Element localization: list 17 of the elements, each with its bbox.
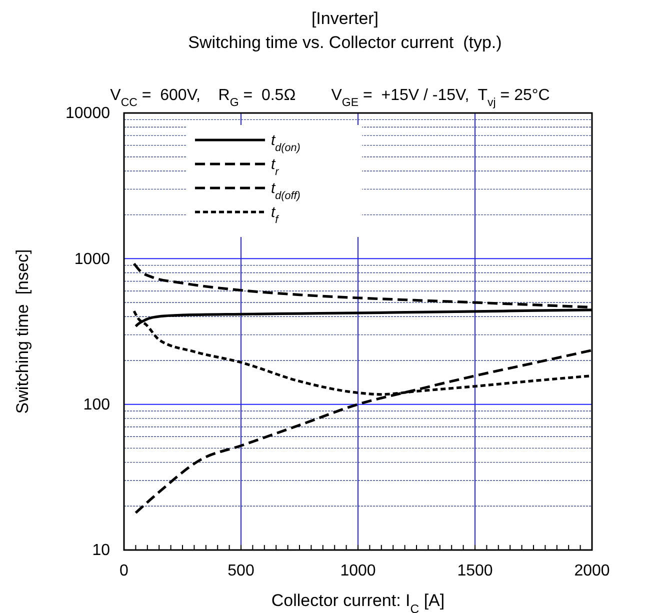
x-axis-title: Collector current: I$_{C}$ [A]: [271, 591, 445, 613]
legend-label: t$_{d(on)}$: [271, 132, 300, 154]
x-tick-label: 1500: [457, 562, 493, 580]
y-tick-label: 100: [83, 396, 110, 414]
x-tick-label: 2000: [574, 562, 610, 580]
y-axis-title: Switching time [nsec]: [13, 249, 32, 414]
chart-title: [Inverter] Switching time vs. Collector current (typ.): [188, 9, 502, 52]
y-tick-label: 10: [92, 542, 110, 560]
x-tick-label: 1000: [340, 562, 376, 580]
x-tick-label: 500: [228, 562, 254, 580]
legend-label: t$_{f}$: [271, 204, 280, 226]
text: V$_{CC}$ = 600V, R$_{G}$ = 0.5Ω V$_{GE}$ = +15V / -15V, T$_{vj}$ = 25°C: [110, 87, 550, 109]
x-tick-label: 0: [120, 562, 129, 580]
y-tick-label: 1000: [74, 250, 110, 268]
legend-label: t$_{r}$: [271, 156, 280, 178]
legend-label: t$_{d(off)}$: [271, 180, 300, 202]
y-tick-label: 10000: [66, 105, 110, 122]
